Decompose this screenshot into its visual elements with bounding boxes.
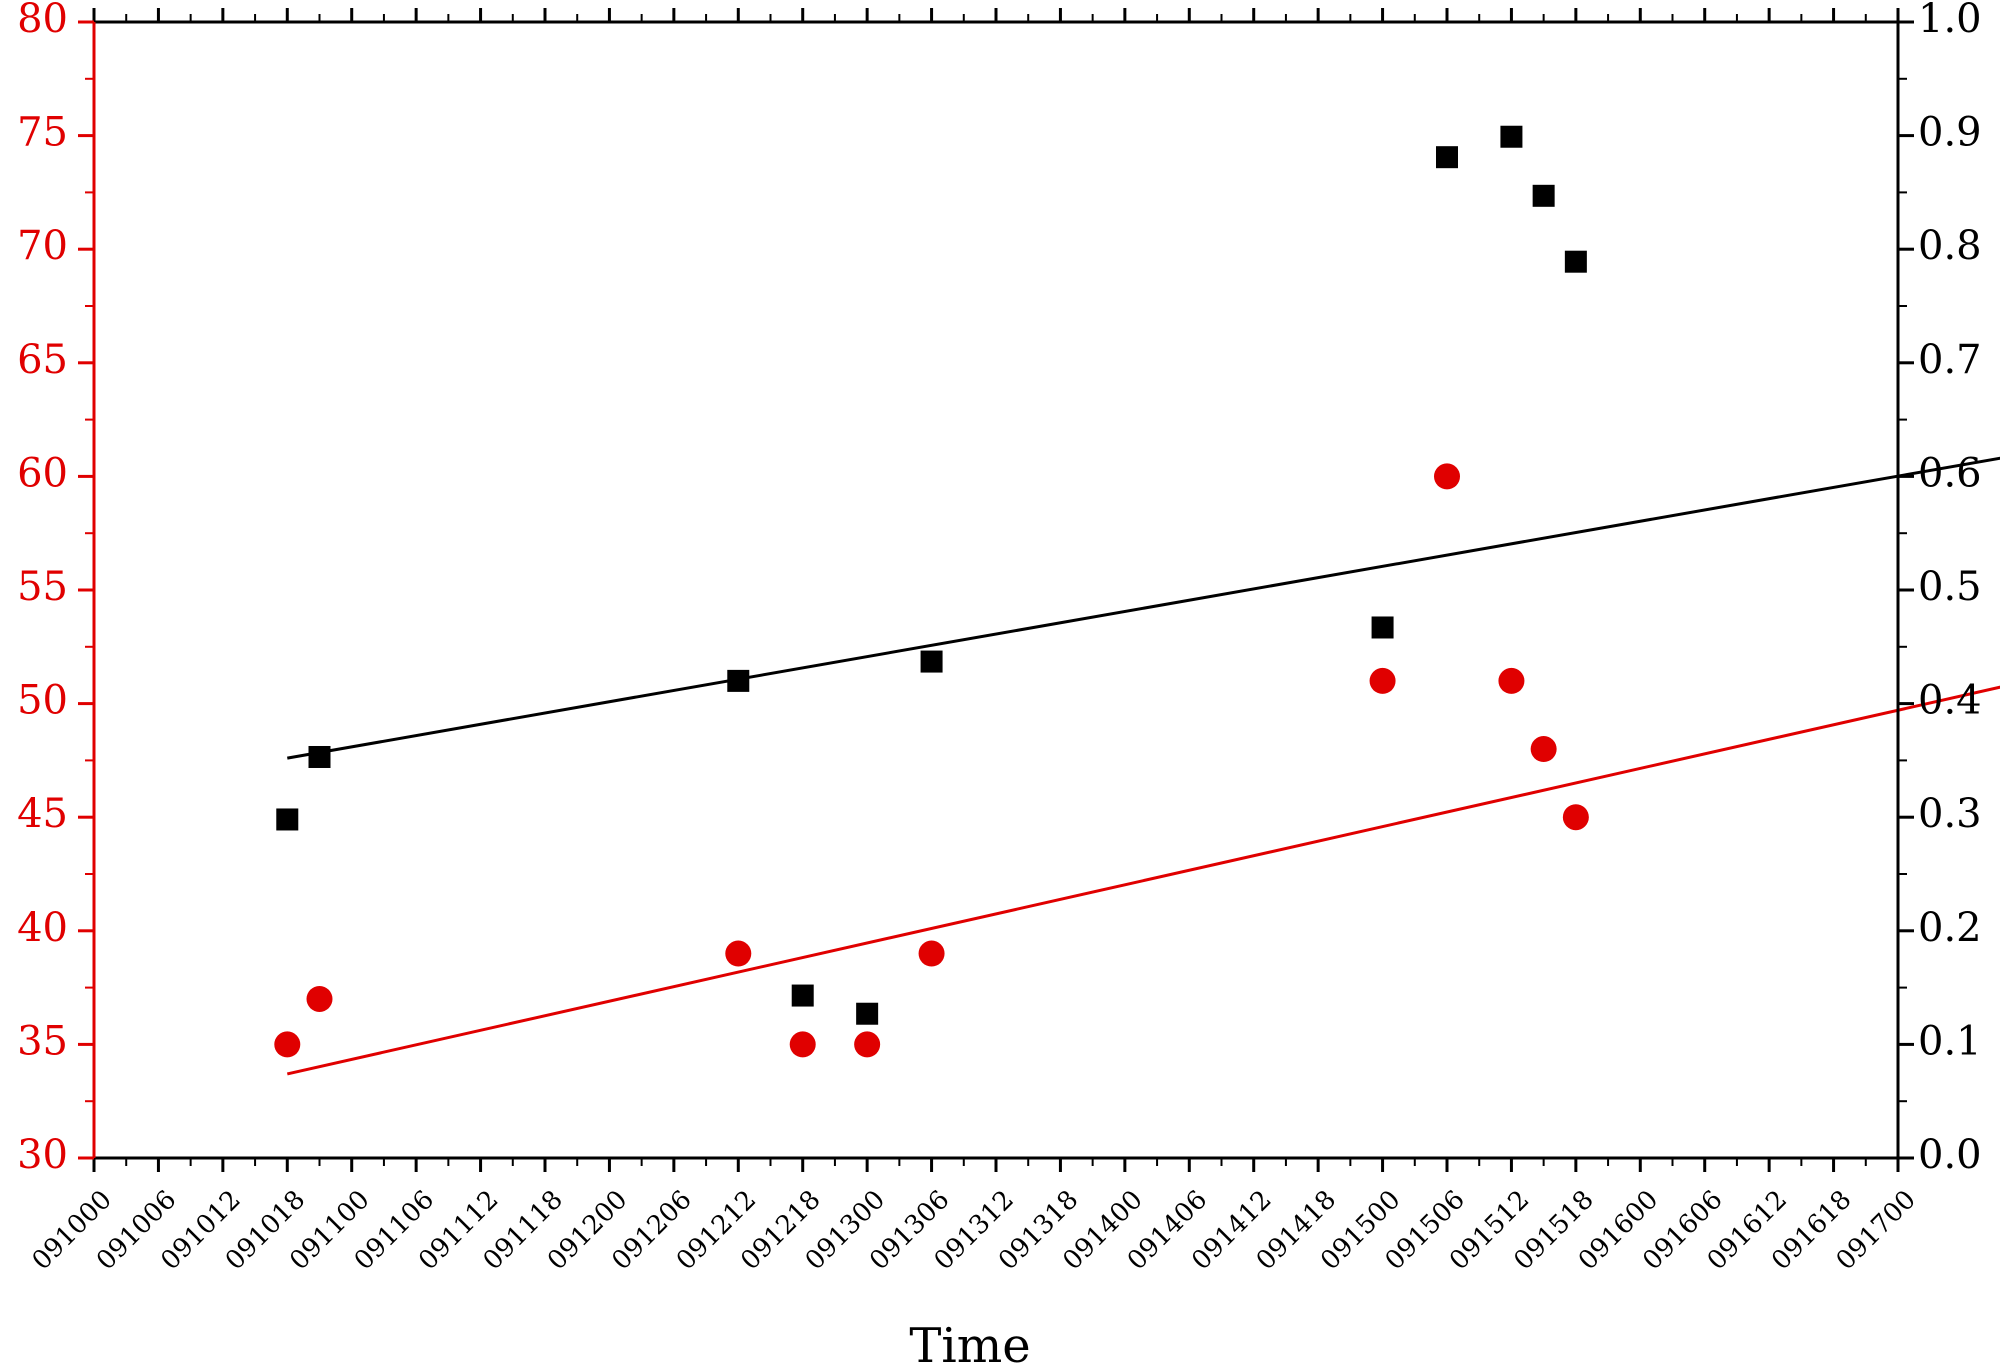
left-y-tick-label: 60 xyxy=(17,450,68,496)
black-square-point xyxy=(1564,250,1587,273)
left-y-tick-label: 30 xyxy=(17,1132,68,1178)
left-y-tick-label: 70 xyxy=(17,223,68,269)
labels-layer: 0910000910060910120910180911000911060911… xyxy=(17,0,1982,1276)
red-circle-point xyxy=(1369,667,1396,694)
left-y-tick-label: 65 xyxy=(17,337,68,383)
points-layer xyxy=(274,125,1589,1058)
left-y-tick-label: 55 xyxy=(17,564,68,610)
black-square-point xyxy=(1532,184,1555,207)
right-y-tick-label: 0.0 xyxy=(1918,1132,1982,1178)
left-y-tick-label: 80 xyxy=(17,0,68,42)
red-circle-point xyxy=(1498,667,1525,694)
red-circle-point xyxy=(918,940,945,967)
x-axis-title: Time xyxy=(909,1318,1030,1370)
left-y-tick-label: 75 xyxy=(17,110,68,156)
red-circle-point xyxy=(1530,736,1557,763)
left-y-tick-label: 50 xyxy=(17,678,68,724)
right-y-tick-label: 0.2 xyxy=(1918,905,1982,951)
red-circle-point xyxy=(306,985,333,1012)
frame-layer xyxy=(92,20,1900,1160)
right-y-tick-label: 0.9 xyxy=(1918,110,1982,156)
right-y-tick-label: 0.4 xyxy=(1918,678,1982,724)
ticks-layer xyxy=(78,8,1914,1172)
red-trend-line xyxy=(286,685,2000,1076)
right-y-tick-label: 0.7 xyxy=(1918,337,1982,383)
right-y-tick-label: 0.8 xyxy=(1918,223,1982,269)
left-y-tick-label: 35 xyxy=(17,1018,68,1064)
red-circle-point xyxy=(789,1031,816,1058)
red-circle-point xyxy=(854,1031,881,1058)
black-square-point xyxy=(856,1002,879,1025)
right-y-tick-label: 1.0 xyxy=(1918,0,1982,42)
black-square-point xyxy=(1500,125,1523,148)
black-square-point xyxy=(276,808,299,831)
trend-layer xyxy=(286,456,2000,1076)
black-square-point xyxy=(1436,146,1458,169)
right-y-tick-label: 0.3 xyxy=(1918,791,1982,837)
red-circle-point xyxy=(1562,804,1589,831)
black-square-point xyxy=(308,745,331,768)
right-y-tick-label: 0.5 xyxy=(1918,564,1982,610)
black-trend-line xyxy=(287,456,2000,760)
left-y-tick-label: 45 xyxy=(17,791,68,837)
right-y-tick-label: 0.1 xyxy=(1918,1018,1982,1064)
black-square-point xyxy=(920,650,943,673)
black-square-point xyxy=(1371,616,1394,639)
right-y-tick-label: 0.6 xyxy=(1918,450,1982,496)
left-y-tick-label: 40 xyxy=(17,905,68,951)
black-square-point xyxy=(727,669,750,692)
red-circle-point xyxy=(725,940,752,967)
red-circle-point xyxy=(1434,463,1460,490)
black-square-point xyxy=(791,984,814,1007)
red-circle-point xyxy=(274,1031,301,1058)
